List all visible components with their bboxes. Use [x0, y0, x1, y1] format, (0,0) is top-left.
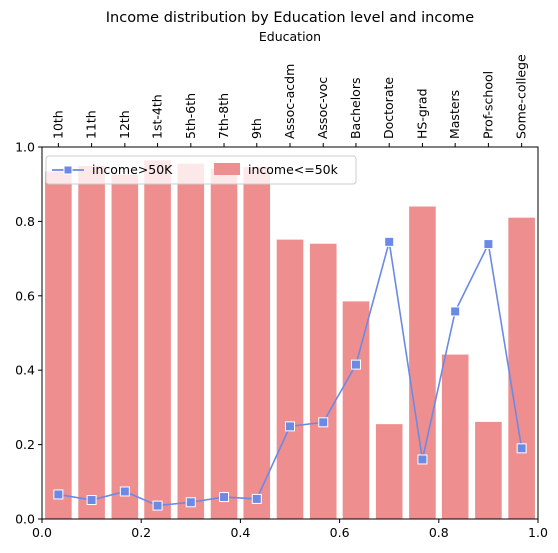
bar-1st-4th — [144, 160, 171, 519]
x-axis-ticks: 0.0 0.2 0.4 0.6 0.8 1.0 — [32, 519, 548, 540]
bar-Prof-school — [475, 421, 502, 519]
x-tick-label-1.0: 1.0 — [528, 525, 548, 540]
top-tick-label-Some-college: Some-college — [514, 54, 529, 139]
x-tick-label-0.4: 0.4 — [230, 525, 250, 540]
point-Doctorate — [384, 236, 395, 247]
point-Assoc-voc — [318, 417, 329, 428]
x-tick-label-0.0: 0.0 — [32, 525, 52, 540]
top-tick-label-Bachelors: Bachelors — [348, 78, 363, 140]
bar-Bachelors — [342, 301, 370, 519]
y-tick-label-0.2: 0.2 — [15, 437, 35, 452]
legend-label-income-gt-50k: income>50K — [92, 162, 173, 177]
point-7th-8th — [219, 492, 230, 503]
top-tick-label-5th-6th: 5th-6th — [183, 93, 198, 139]
bar-5th-6th — [177, 163, 205, 520]
bar-Masters — [441, 354, 469, 519]
point-Masters — [450, 306, 461, 317]
legend-label-income-le-50k: income<=50k — [248, 162, 339, 177]
bar-Some-college — [508, 217, 535, 519]
bar-Assoc-voc — [309, 243, 337, 519]
point-10th — [53, 489, 64, 500]
y-tick-label-0.6: 0.6 — [15, 288, 35, 303]
point-HS-grad — [417, 454, 428, 465]
top-tick-label-9th: 9th — [249, 118, 264, 139]
top-tick-label-12th: 12th — [117, 110, 132, 139]
point-1st-4th — [152, 500, 163, 511]
point-5th-6th — [185, 497, 196, 508]
bar-9th — [243, 167, 271, 519]
y-tick-label-0.4: 0.4 — [15, 363, 35, 378]
top-x-axis-label: Education — [259, 29, 321, 44]
top-tick-label-Assoc-voc: Assoc-voc — [315, 77, 330, 139]
y-axis-ticks: 0.0 0.2 0.4 0.6 0.8 1.0 — [15, 140, 42, 527]
bar-HS-grad — [409, 206, 436, 519]
top-tick-label-Prof-school: Prof-school — [480, 71, 495, 139]
top-tick-label-11th: 11th — [84, 110, 99, 139]
bar-series — [45, 160, 535, 520]
legend-line-marker — [63, 165, 73, 175]
bar-11th — [78, 165, 105, 520]
legend-bar-swatch — [214, 163, 240, 175]
top-tick-label-1st-4th: 1st-4th — [150, 94, 165, 139]
y-tick-label-0.0: 0.0 — [15, 512, 35, 527]
point-11th — [86, 495, 97, 506]
top-category-ticks: 10th 11th 12th 1st-4th 5th-6th 7th-8th 9th Asso… — [50, 54, 529, 147]
x-tick-label-0.6: 0.6 — [330, 525, 350, 540]
point-Assoc-acdm — [285, 421, 295, 432]
top-tick-label-Masters: Masters — [447, 90, 462, 139]
point-Bachelors — [350, 359, 361, 370]
x-tick-label-0.8: 0.8 — [429, 525, 449, 540]
y-tick-label-1.0: 1.0 — [15, 140, 35, 155]
point-Prof-school — [483, 239, 494, 250]
chart-title: Income distribution by Education level a… — [106, 10, 475, 26]
line-series — [53, 236, 527, 511]
point-9th — [251, 493, 262, 504]
bar-12th — [111, 174, 139, 519]
bar-Assoc-acdm — [276, 239, 304, 520]
top-tick-label-HS-grad: HS-grad — [414, 88, 429, 139]
bar-10th — [45, 171, 72, 519]
bar-Doctorate — [375, 424, 403, 519]
top-tick-label-10th: 10th — [50, 110, 65, 139]
top-tick-label-Doctorate: Doctorate — [381, 77, 396, 139]
legend: income>50K income<=50k — [45, 155, 357, 185]
point-12th — [119, 486, 130, 497]
point-Some-college — [516, 443, 527, 454]
top-tick-label-7th-8th: 7th-8th — [216, 93, 231, 139]
y-tick-label-0.8: 0.8 — [15, 214, 35, 229]
legend-frame — [45, 155, 357, 185]
x-tick-label-0.2: 0.2 — [131, 525, 151, 540]
bar-7th-8th — [210, 168, 238, 519]
top-tick-label-Assoc-acdm: Assoc-acdm — [282, 64, 297, 139]
